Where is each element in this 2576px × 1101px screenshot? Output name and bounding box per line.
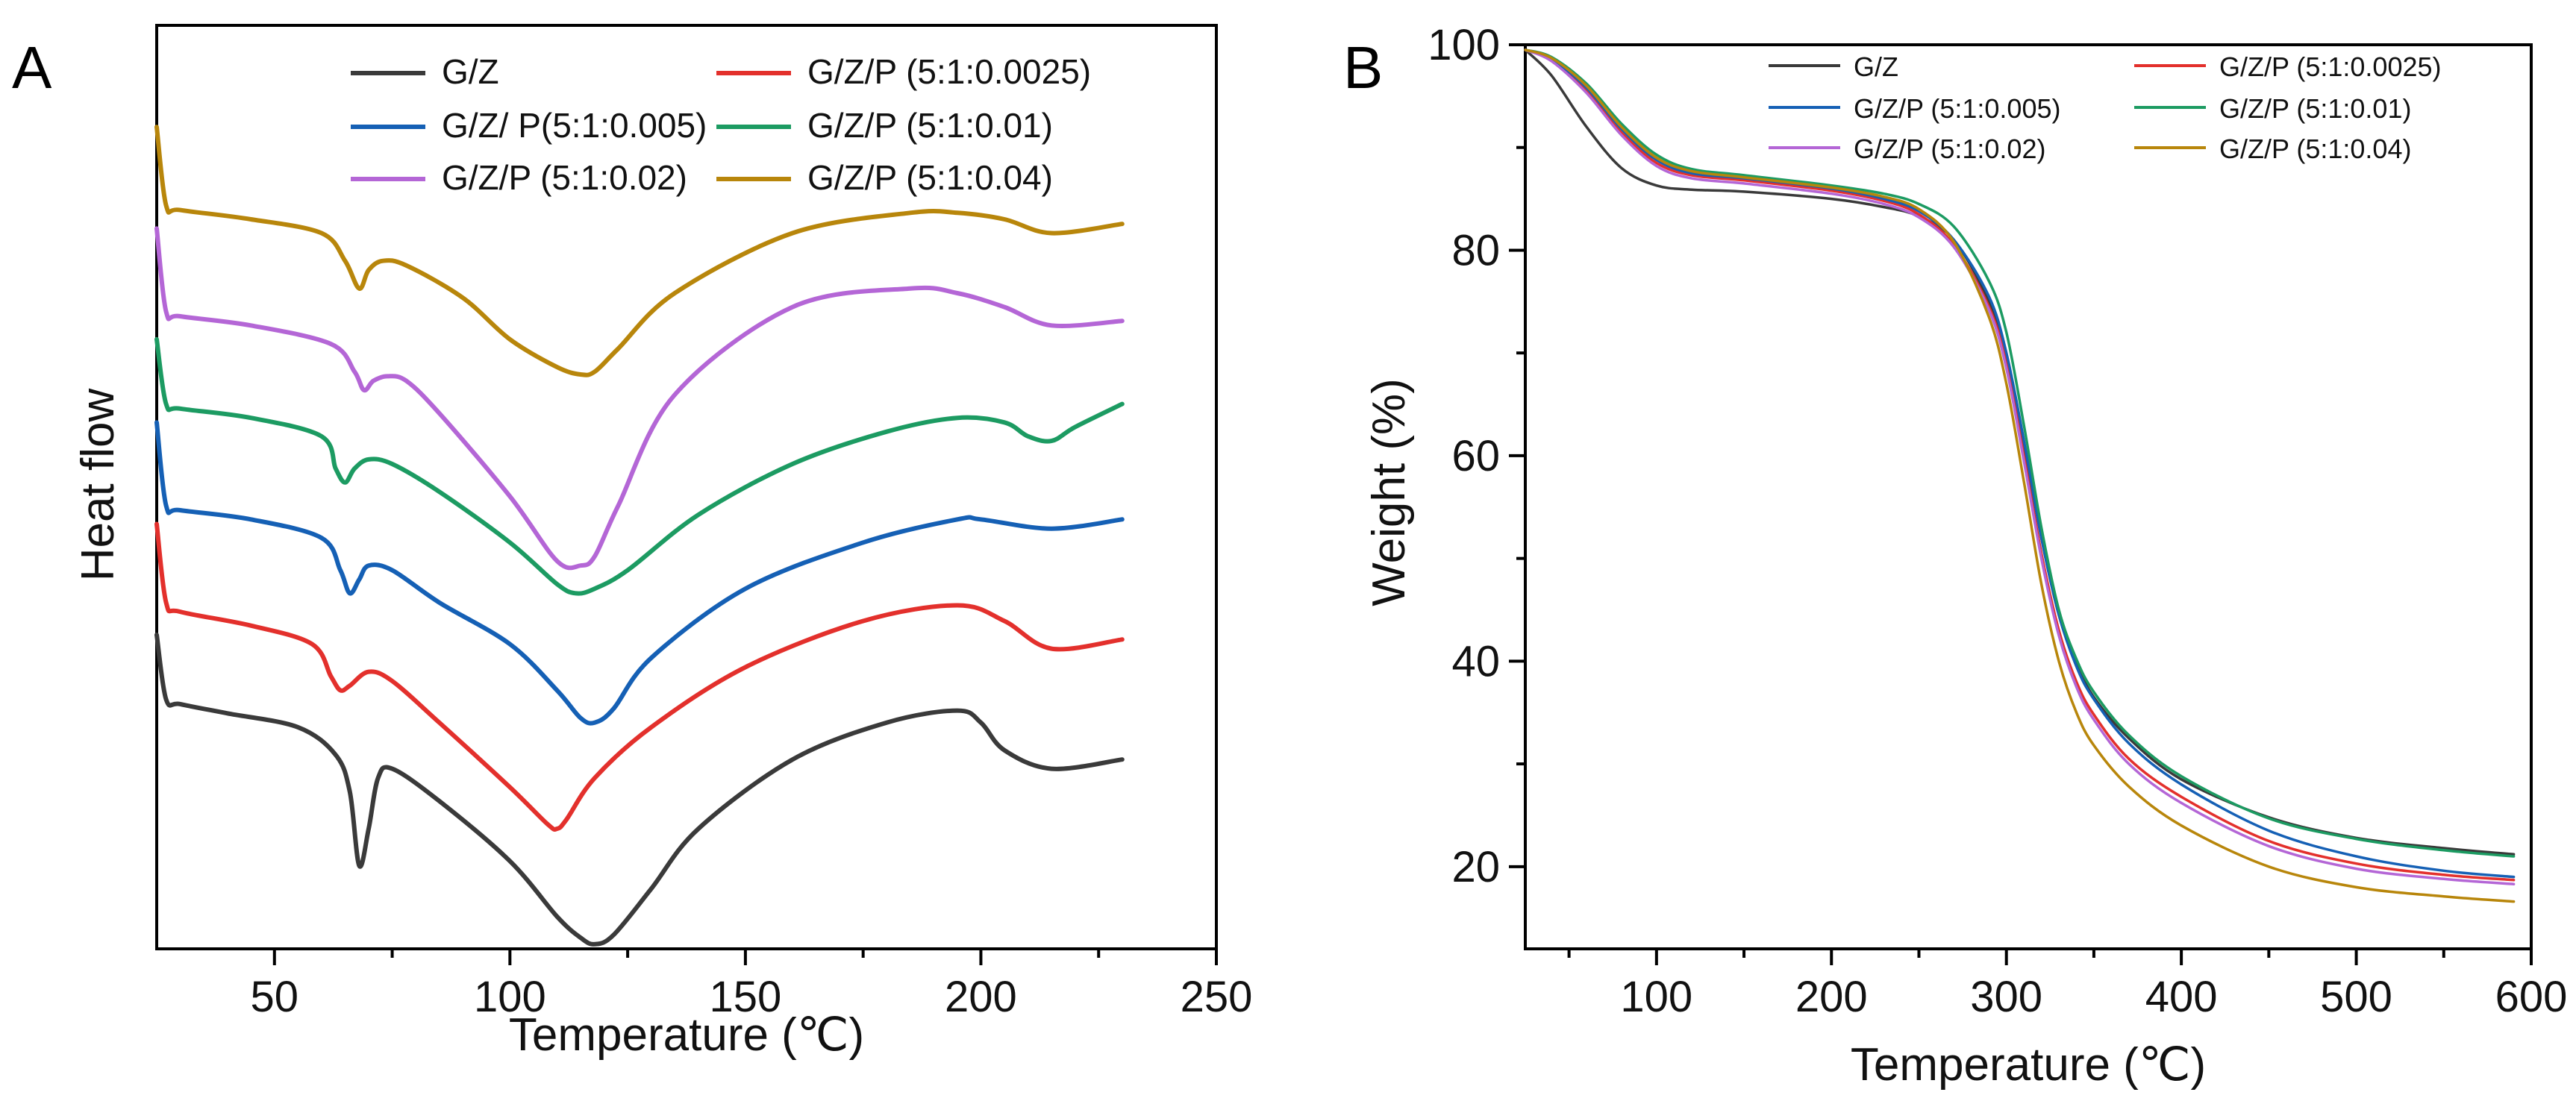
legend-label-b-g-z-p-5-1-0-0025: G/Z/P (5:1:0.0025): [2219, 51, 2442, 82]
series-line-a-g-z-p-5-1-0-0025: [154, 521, 1125, 832]
legend-label-b-g-z-p-5-1-0-02: G/Z/P (5:1:0.02): [1854, 134, 2045, 164]
x-tick-label-b-300: 300: [1970, 973, 2042, 1021]
legend-label-b-g-z-p-5-1-0-01: G/Z/P (5:1:0.01): [2219, 93, 2411, 124]
x-tick-label-a-200: 200: [945, 973, 1017, 1021]
series-line-a-g-z: [154, 633, 1125, 947]
x-axis-label-b: Temperature (℃): [1851, 1039, 2206, 1091]
series-group-a: [154, 125, 1125, 947]
series-line-b-g-z-p-5-1-0-005: [1524, 48, 2516, 879]
y-tick-label-b-80: 80: [1451, 226, 1500, 275]
series-line-a-g-z-p-5-1-0-01: [154, 336, 1125, 596]
legend-label-a-g-z-p-5-1-0-0025: G/Z/P (5:1:0.0025): [807, 52, 1091, 91]
y-tick-label-b-100: 100: [1428, 21, 1500, 69]
legend-a: G/Z G/Z/P (5:1:0.0025) G/Z/ P(5:1:0.005) G/…: [351, 52, 1091, 197]
y-axis-label-b: Weight (%): [1363, 378, 1415, 606]
plot-frame-a: [155, 24, 1218, 950]
legend-label-a-g-z-p-5-1-0-01: G/Z/P (5:1:0.01): [807, 106, 1053, 145]
legend-label-a-g-z-p-5-1-0-04: G/Z/P (5:1:0.04): [807, 158, 1053, 197]
series-line-b-g-z-p-5-1-0-04: [1524, 48, 2516, 903]
series-line-a-g-z-p-5-1-0-005: [154, 420, 1125, 726]
y-axis-label-a: Heat flow: [72, 389, 124, 582]
legend-label-b-g-z-p-5-1-0-005: G/Z/P (5:1:0.005): [1854, 93, 2060, 124]
legend-label-b-g-z: G/Z: [1854, 51, 1898, 82]
y-tick-label-b-40: 40: [1451, 637, 1500, 686]
series-line-b-g-z-p-5-1-0-02: [1524, 48, 2516, 885]
x-tick-label-a-250: 250: [1181, 973, 1253, 1021]
x-tick-label-b-400: 400: [2145, 973, 2218, 1021]
series-line-a-g-z-p-5-1-0-04: [154, 125, 1125, 377]
legend-label-b-g-z-p-5-1-0-04: G/Z/P (5:1:0.04): [2219, 134, 2411, 164]
x-tick-label-b-200: 200: [1795, 973, 1868, 1021]
x-tick-label-b-100: 100: [1620, 973, 1692, 1021]
panel-b: B 100 200 300 400 500 600 20 40 60 80 100 G/Z G/Z/P…: [1343, 21, 2567, 1091]
x-tick-label-a-100: 100: [474, 973, 546, 1021]
axis-ticks-b: 100 200 300 400 500 600 20 40 60 80 100: [1428, 21, 2567, 1021]
panel-a: A 50 100 150 200 250 G/Z G/Z/P (5:1:0.0025)G/…: [12, 24, 1253, 1061]
x-tick-label-b-600: 600: [2495, 973, 2568, 1021]
x-tick-label-b-500: 500: [2320, 973, 2392, 1021]
x-tick-label-a-150: 150: [709, 973, 781, 1021]
panel-label-a: A: [12, 34, 52, 101]
x-tick-label-a-50: 50: [251, 973, 299, 1021]
series-line-b-g-z-p-5-1-0-01: [1524, 48, 2516, 858]
series-line-a-g-z-p-5-1-0-02: [154, 226, 1125, 571]
legend-b: G/Z G/Z/P (5:1:0.0025) G/Z/P (5:1:0.005) G/…: [1769, 51, 2442, 164]
x-axis-label-a: Temperature (℃): [509, 1009, 864, 1061]
y-tick-label-b-60: 60: [1451, 432, 1500, 480]
plot-frame-b: [1524, 43, 2533, 950]
x-ticks-a: 50 100 150 200 250: [251, 949, 1253, 1021]
legend-label-a-g-z-p-5-1-0-02: G/Z/P (5:1:0.02): [442, 158, 687, 197]
legend-label-a-g-z-p-5-1-0-005: G/Z/ P(5:1:0.005): [442, 106, 707, 145]
legend-label-a-g-z: G/Z: [442, 52, 499, 91]
series-group-b: [1524, 48, 2516, 903]
y-tick-label-b-20: 20: [1451, 843, 1500, 891]
panel-label-b: B: [1343, 34, 1383, 101]
